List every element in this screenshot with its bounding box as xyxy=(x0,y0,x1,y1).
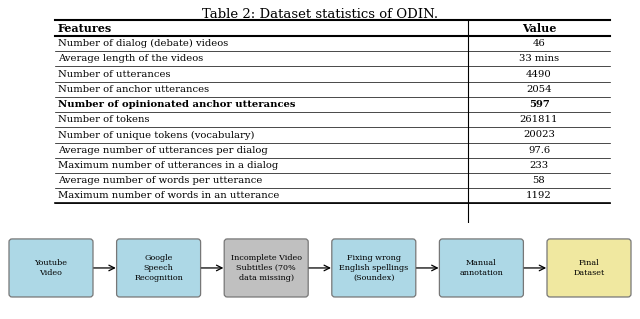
Text: Table 2: Dataset statistics of ODIN.: Table 2: Dataset statistics of ODIN. xyxy=(202,8,438,21)
Text: Number of anchor utterances: Number of anchor utterances xyxy=(58,85,209,94)
Text: 597: 597 xyxy=(529,100,549,109)
Text: Manual
annotation: Manual annotation xyxy=(460,259,503,277)
FancyBboxPatch shape xyxy=(224,239,308,297)
Text: Average number of utterances per dialog: Average number of utterances per dialog xyxy=(58,146,268,155)
FancyBboxPatch shape xyxy=(9,239,93,297)
Text: 33 mins: 33 mins xyxy=(519,54,559,63)
Text: Maximum number of words in an utterance: Maximum number of words in an utterance xyxy=(58,191,280,200)
Text: Youtube
Video: Youtube Video xyxy=(35,259,67,277)
FancyBboxPatch shape xyxy=(116,239,200,297)
Text: Number of unique tokens (vocabulary): Number of unique tokens (vocabulary) xyxy=(58,130,255,139)
Text: Google
Speech
Recognition: Google Speech Recognition xyxy=(134,254,183,282)
Text: Number of dialog (debate) videos: Number of dialog (debate) videos xyxy=(58,39,228,48)
Text: Final
Dataset: Final Dataset xyxy=(573,259,605,277)
Text: Number of opinionated anchor utterances: Number of opinionated anchor utterances xyxy=(58,100,296,109)
Text: 2054: 2054 xyxy=(526,85,552,94)
Text: 233: 233 xyxy=(529,161,548,170)
FancyBboxPatch shape xyxy=(440,239,524,297)
Text: Number of utterances: Number of utterances xyxy=(58,70,170,78)
Text: Average number of words per utterance: Average number of words per utterance xyxy=(58,176,262,185)
Text: 4490: 4490 xyxy=(526,70,552,78)
Text: Average length of the videos: Average length of the videos xyxy=(58,54,204,63)
Text: 1192: 1192 xyxy=(526,191,552,200)
Text: 58: 58 xyxy=(532,176,545,185)
Text: 20023: 20023 xyxy=(523,130,555,139)
Text: Number of tokens: Number of tokens xyxy=(58,115,150,124)
Text: Incomplete Video
Subtitles (70%
data missing): Incomplete Video Subtitles (70% data mis… xyxy=(230,254,301,282)
FancyBboxPatch shape xyxy=(332,239,416,297)
Text: Value: Value xyxy=(522,23,556,33)
Text: Maximum number of utterances in a dialog: Maximum number of utterances in a dialog xyxy=(58,161,278,170)
Text: Features: Features xyxy=(58,23,112,33)
Text: 97.6: 97.6 xyxy=(528,146,550,155)
FancyBboxPatch shape xyxy=(547,239,631,297)
Text: 261811: 261811 xyxy=(520,115,558,124)
Text: Fixing wrong
English spellings
(Soundex): Fixing wrong English spellings (Soundex) xyxy=(339,254,408,282)
Text: 46: 46 xyxy=(532,39,545,48)
